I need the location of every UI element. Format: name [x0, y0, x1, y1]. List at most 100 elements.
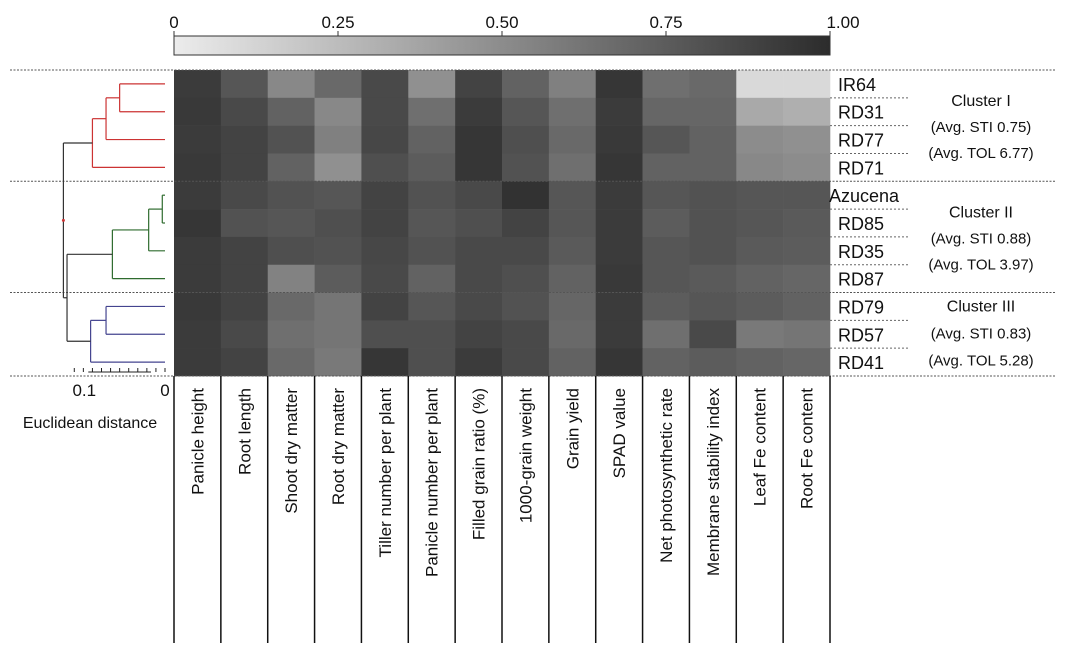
- heatmap-cell: [314, 320, 362, 349]
- heatmap-cell: [361, 209, 409, 238]
- heatmap-cell: [548, 236, 597, 266]
- heatmap-cell: [220, 125, 269, 154]
- heatmap-cell: [736, 236, 784, 266]
- heatmap-cell: [267, 70, 315, 99]
- heatmap-cell: [642, 236, 690, 266]
- heatmap-cell: [361, 348, 409, 377]
- heatmap-cell: [642, 320, 690, 349]
- heatmap-cell: [455, 292, 503, 321]
- heatmap-cell: [408, 181, 456, 210]
- heatmap-cell: [267, 153, 315, 182]
- heatmap-cell: [736, 153, 784, 182]
- heatmap-cell: [408, 264, 456, 293]
- heatmap-cell: [267, 181, 315, 210]
- heatmap-cell: [502, 292, 550, 321]
- heatmap-cell: [267, 264, 315, 293]
- heatmap-cell: [502, 153, 550, 182]
- heatmap-cell: [314, 292, 362, 321]
- heatmap-cell: [314, 236, 362, 266]
- heatmap-cell: [642, 209, 690, 238]
- heatmap-cell: [736, 292, 784, 321]
- heatmap-cell: [642, 348, 690, 377]
- heatmap-cell: [361, 320, 409, 349]
- heatmap-cell: [267, 236, 315, 266]
- heatmap-cell: [314, 70, 362, 99]
- heatmap-cell: [220, 292, 269, 321]
- column-label: Leaf Fe content: [751, 388, 770, 506]
- column-label: Grain yield: [563, 388, 582, 469]
- heatmap-cell: [314, 181, 362, 210]
- cluster-stat: (Avg. TOL 3.97): [928, 256, 1033, 273]
- cluster-stat: (Avg. TOL 6.77): [928, 145, 1033, 162]
- heatmap-cell: [455, 181, 503, 210]
- heatmap-cell: [689, 209, 737, 238]
- colorbar: [173, 35, 831, 56]
- heatmap-cell: [174, 125, 222, 154]
- heatmap-cell: [502, 236, 550, 266]
- heatmap-cell: [455, 264, 503, 293]
- heatmap-cell: [642, 125, 690, 154]
- heatmap-cell: [642, 264, 690, 293]
- heatmap-cell: [595, 264, 643, 293]
- heatmap-cell: [220, 236, 269, 266]
- heatmap-cell: [361, 125, 409, 154]
- heatmap-cell: [548, 125, 597, 154]
- heatmap-cell: [408, 209, 456, 238]
- heatmap-cell: [548, 97, 597, 126]
- heatmap-cell: [689, 125, 737, 154]
- heatmap-cell: [361, 292, 409, 321]
- heatmap-cell: [783, 348, 831, 377]
- heatmap-cell: [502, 125, 550, 154]
- heatmap-cell: [455, 125, 503, 154]
- colorbar-tick-label: 0.25: [321, 13, 354, 32]
- heatmap-cell: [783, 70, 831, 99]
- heatmap-cell: [689, 181, 737, 210]
- heatmap-cell: [689, 320, 737, 349]
- column-label: Panicle height: [188, 388, 207, 495]
- heatmap-cell: [736, 125, 784, 154]
- heatmap-cell: [455, 97, 503, 126]
- cluster-stat: (Avg. STI 0.88): [931, 230, 1032, 247]
- column-label: Filled grain ratio (%): [470, 388, 489, 540]
- column-label: Panicle number per plant: [423, 388, 442, 577]
- heatmap-cell: [455, 348, 503, 377]
- heatmap-cell: [642, 292, 690, 321]
- heatmap-cell: [174, 292, 222, 321]
- heatmap-cell: [361, 70, 409, 99]
- heatmap-cell: [361, 97, 409, 126]
- heatmap-cell: [361, 181, 409, 210]
- distance-tick-label: 0: [160, 381, 169, 400]
- colorbar-tick-label: 1.00: [826, 13, 859, 32]
- heatmap-cell: [502, 264, 550, 293]
- heatmap-cell: [267, 292, 315, 321]
- heatmap-cell: [642, 97, 690, 126]
- heatmap-cell: [548, 70, 597, 99]
- heatmap-cell: [361, 153, 409, 182]
- heatmap-cell: [736, 320, 784, 349]
- heatmap-cell: [548, 153, 597, 182]
- heatmap-cell: [361, 264, 409, 293]
- heatmap-cell: [783, 264, 831, 293]
- row-label: RD85: [838, 214, 884, 234]
- heatmap-cell: [595, 97, 643, 126]
- heatmap-cell: [736, 264, 784, 293]
- heatmap-cell: [689, 97, 737, 126]
- heatmap-cell: [174, 236, 222, 266]
- heatmap-cell: [174, 97, 222, 126]
- row-label: RD79: [838, 297, 884, 317]
- heatmap-cell: [783, 125, 831, 154]
- column-label: Shoot dry matter: [282, 388, 301, 514]
- dendrogram-root: [61, 218, 65, 222]
- heatmap-cell: [408, 292, 456, 321]
- column-label: Root Fe content: [798, 388, 817, 509]
- heatmap-cell: [174, 264, 222, 293]
- row-label: RD77: [838, 131, 884, 151]
- heatmap-cell: [314, 264, 362, 293]
- heatmap-cell: [548, 209, 597, 238]
- heatmap-cell: [174, 348, 222, 377]
- heatmap-cell: [220, 320, 269, 349]
- heatmap-cell: [689, 236, 737, 266]
- row-label: IR64: [838, 75, 876, 95]
- heatmap-cell: [174, 153, 222, 182]
